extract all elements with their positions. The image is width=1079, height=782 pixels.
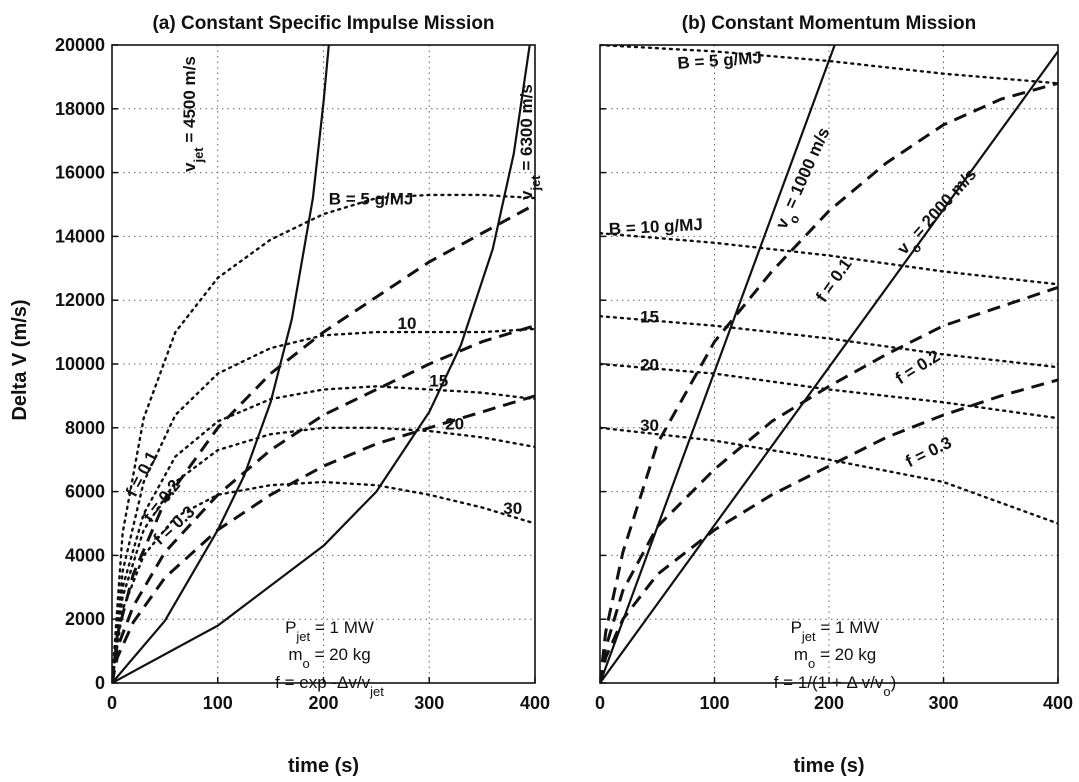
x-tick-label: 0 [595, 693, 605, 713]
x-tick-label: 400 [520, 693, 550, 713]
series-line-f-0-2 [112, 324, 535, 683]
label-vo-1000: vo = 1000 m/s [772, 125, 839, 235]
y-tick-label: 18000 [55, 99, 105, 119]
label-b-20: 20 [445, 414, 464, 433]
x-tick-label: 200 [308, 693, 338, 713]
y-tick-label: 16000 [55, 163, 105, 183]
series-line-15 [112, 385, 535, 683]
panel-b-constant-momentum: (b) Constant Momentum Mission 0 100 200 300 4… [595, 13, 1073, 777]
x-tick-label: 100 [699, 693, 729, 713]
series-line-v-jet-4500-m-s [112, 45, 330, 683]
label-f-0.2: f = 0.2 [892, 346, 943, 388]
y-tick-label: 8000 [65, 418, 105, 438]
series-line-20 [600, 362, 1058, 420]
y-tick-label: 6000 [65, 482, 105, 502]
series-line-v-o-1000-m-s [600, 45, 836, 683]
series-line-b-10-g-mj [600, 231, 1058, 286]
label-b-30: 30 [503, 499, 522, 518]
label-b-5: B = 5 g/MJ [677, 48, 763, 73]
x-tick-label: 300 [414, 693, 444, 713]
plot-frame [111, 44, 536, 684]
label-b-10: B = 10 g/MJ [608, 215, 703, 239]
y-tick-label: 12000 [55, 290, 105, 310]
param-formula: f = exp -Δv/vjet [275, 673, 384, 699]
chart-title: (a) Constant Specific Impulse Mission [152, 13, 494, 34]
label-vjet-4500: vjet = 4500 m/s [180, 56, 206, 172]
x-axis-label: time (s) [288, 755, 359, 777]
label-b-5: B = 5 g/MJ [329, 190, 414, 209]
series-line-f-0-2 [600, 285, 1058, 683]
y-axis-label: Delta V (m/s) [9, 299, 31, 420]
series-line-f-0-3 [600, 378, 1058, 683]
x-axis-label: time (s) [793, 755, 864, 777]
series-line-10 [112, 327, 535, 683]
x-tick-label: 400 [1043, 693, 1073, 713]
param-power: Pjet = 1 MW [285, 618, 374, 644]
y-tick-label: 10000 [55, 354, 105, 374]
param-mass: mo = 20 kg [794, 645, 876, 671]
chart-title: (b) Constant Momentum Mission [682, 13, 976, 34]
label-b-10: 10 [398, 314, 417, 333]
y-tick-label: 20000 [55, 35, 105, 55]
x-tick-label: 200 [814, 693, 844, 713]
panel-a-constant-specific-impulse: (a) Constant Specific Impulse Mission 0 10… [55, 13, 550, 777]
label-vo-2000: vo = 2000 m/s [893, 165, 985, 263]
series-line-v-jet-6300-m-s [112, 45, 531, 683]
x-tick-label: 0 [107, 693, 117, 713]
param-formula: f = 1/(1 + Δ v/vo) [774, 673, 897, 699]
label-vjet-6300: vjet = 6300 m/s [517, 84, 543, 200]
label-f-0.3: f = 0.3 [903, 433, 955, 471]
plot-frame [599, 44, 1059, 684]
param-power: Pjet = 1 MW [791, 618, 880, 644]
y-tick-label: 4000 [65, 545, 105, 565]
label-f-0.1: f = 0.1 [812, 255, 855, 306]
series-line-f-0-1 [600, 81, 1058, 683]
label-b-15: 15 [640, 308, 659, 327]
series-line-20 [112, 426, 535, 683]
label-b-20: 20 [640, 355, 659, 374]
y-tick-label: 2000 [65, 609, 105, 629]
x-tick-label: 300 [928, 693, 958, 713]
series-line-b-5-g-mj [600, 45, 1058, 85]
y-tick-label: 0 [95, 673, 105, 693]
series-line-30 [112, 480, 535, 683]
x-tick-label: 100 [203, 693, 233, 713]
series-line-15 [600, 315, 1058, 369]
label-b-30: 30 [640, 416, 659, 435]
series-line-v-o-2000-m-s [600, 50, 1058, 683]
series-line-30 [600, 426, 1058, 525]
series-line-f-0-3 [112, 394, 535, 683]
label-b-15: 15 [429, 371, 448, 390]
series-line-b-5-g-mj [112, 193, 535, 683]
y-tick-label: 14000 [55, 226, 105, 246]
param-mass: mo = 20 kg [288, 645, 370, 671]
